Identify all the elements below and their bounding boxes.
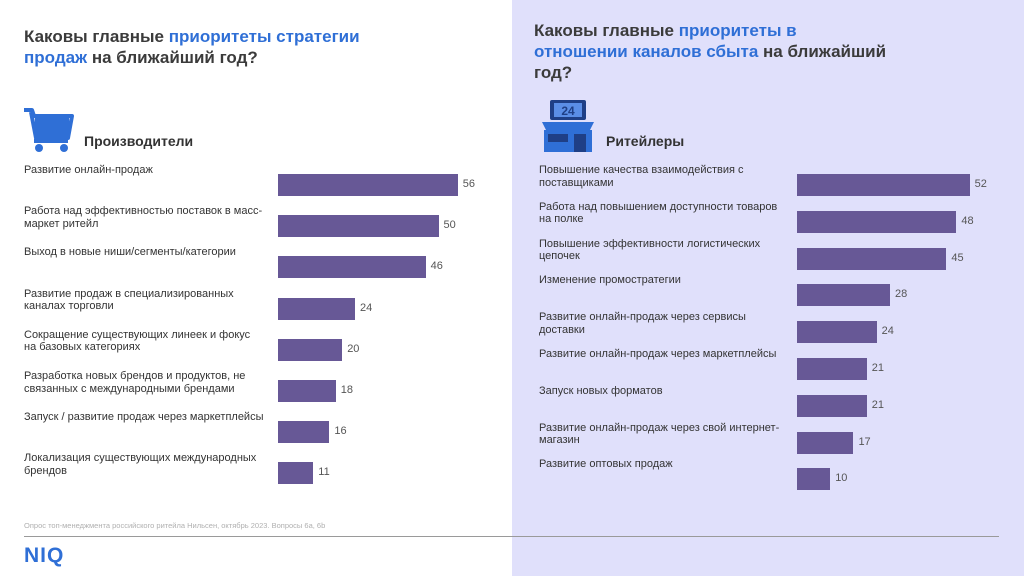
value-label: 16 [334,425,347,438]
store-24-icon: 24 [542,100,594,152]
category-label: Запуск новых форматов [539,384,663,397]
category-label: Повышение эффективности логистических це… [539,237,761,263]
value-label: 45 [951,251,964,264]
bar [797,358,867,380]
category-label: Локализация существующих международных б… [24,452,257,477]
value-label: 28 [894,288,908,301]
category-label: Изменение промостратегии [539,274,681,287]
value-label: 10 [835,472,848,485]
footer-divider [24,536,999,537]
bar [797,431,854,454]
category-label: Развитие онлайн-продаж [24,164,153,176]
value-label: 46 [430,260,443,273]
category-label: Сокращение существующих линеек и фокус н… [24,328,251,354]
bar [278,215,439,238]
value-label: 11 [318,466,330,479]
shopping-cart-icon [24,108,74,152]
bar [797,284,890,307]
bar [797,468,831,491]
bar [278,174,458,196]
category-label: Работа над повышением доступности товаро… [539,200,778,226]
value-label: 52 [974,178,987,190]
value-label: 24 [881,325,894,338]
value-label: 24 [360,301,373,314]
bar [797,210,957,233]
bar [278,338,343,361]
value-label: 18 [340,384,354,396]
bar [278,421,330,444]
store-sign-text: 24 [561,104,575,118]
footnote: Опрос топ-менеджмента российского ритейл… [24,521,326,530]
right-panel-background [512,0,1024,576]
category-label: Разработка новых брендов и продуктов, не… [24,370,246,395]
niq-logo: NIQ [24,544,65,567]
category-label: Выход в новые ниши/сегменты/категории [24,246,236,259]
bar [797,394,867,417]
left-title: Каковы главные приоритеты стратегии прод… [24,27,360,67]
value-label: 17 [858,435,871,448]
category-label: Запуск / развитие продаж через маркетпле… [24,411,264,424]
category-label: Развитие оптовых продаж [539,458,673,471]
category-label: Развитие продаж в специализированных кан… [24,287,234,313]
bar [797,174,970,196]
value-label: 50 [443,219,456,232]
value-label: 48 [961,214,974,227]
category-label: Развитие онлайн-продаж через сервисы дос… [539,311,746,336]
right-group-label: Ритейлеры [606,133,685,149]
right-title: Каковы главные приоритеты в отношении ка… [534,21,887,82]
bar [278,462,314,485]
bar [797,247,947,270]
value-label: 21 [871,398,884,411]
category-label: Повышение качества взаимодействия с пост… [539,164,744,189]
value-label: 56 [462,178,475,190]
bar [278,380,336,402]
bar [278,297,356,320]
bar [797,321,877,344]
category-label: Развитие онлайн-продаж через маркетплейс… [539,348,777,360]
bar [278,256,426,279]
value-label: 21 [871,362,884,374]
category-label: Развитие онлайн-продаж через свой интерн… [539,421,780,447]
category-label: Работа над эффективностью поставок в мас… [24,205,263,230]
value-label: 20 [347,342,360,355]
left-group-label: Производители [84,133,194,149]
